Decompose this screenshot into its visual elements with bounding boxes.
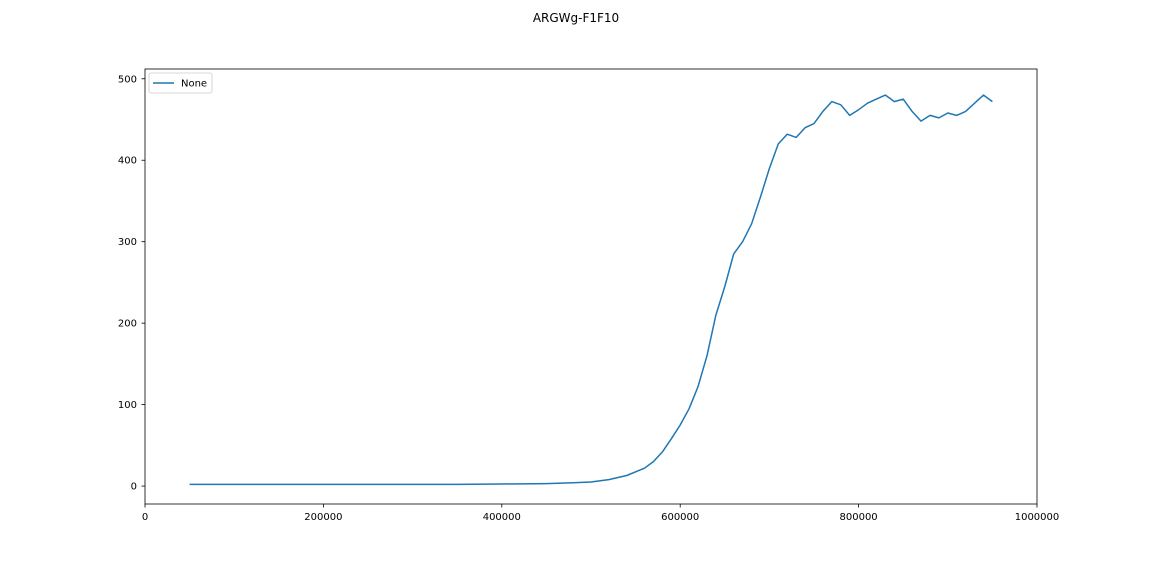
legend: None [148, 72, 213, 94]
x-axis: 0 200000 400000 600000 800000 1000000 [142, 504, 1059, 523]
legend-label: None [181, 79, 207, 90]
y-tick-label: 400 [118, 156, 137, 167]
legend-box [148, 72, 213, 94]
x-tick-label: 1000000 [1015, 512, 1060, 523]
x-tick-label: 0 [142, 512, 148, 523]
y-tick-label: 500 [118, 74, 137, 85]
x-tick-label: 600000 [661, 512, 699, 523]
y-tick-label: 200 [118, 319, 137, 330]
y-tick-label: 0 [131, 482, 137, 493]
chart-title: ARGWg-F1F10 [533, 11, 619, 25]
plot-area [144, 68, 1038, 505]
y-tick-label: 100 [118, 400, 137, 411]
y-axis: 0 100 200 300 400 500 [118, 74, 145, 493]
y-tick-label: 300 [118, 237, 137, 248]
x-tick-label: 800000 [840, 512, 878, 523]
x-tick-label: 400000 [483, 512, 521, 523]
series-line-None [189, 94, 993, 486]
x-tick-label: 200000 [304, 512, 342, 523]
